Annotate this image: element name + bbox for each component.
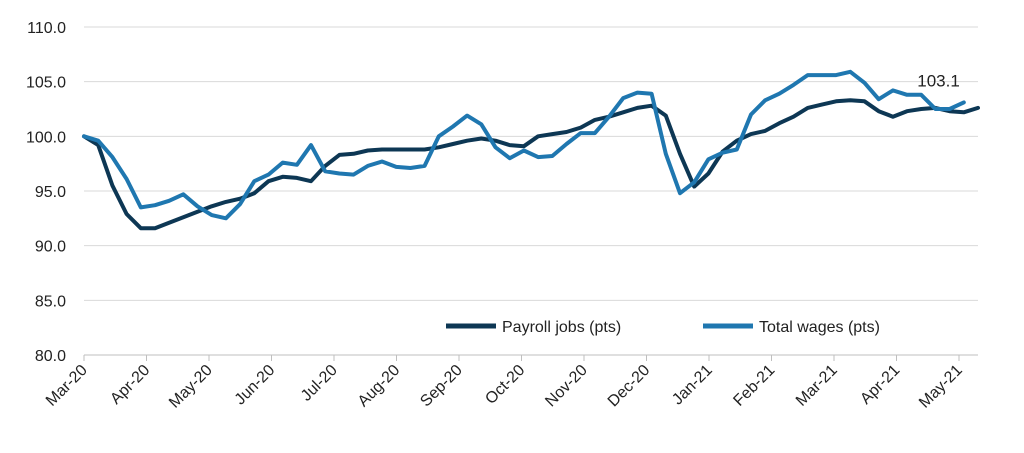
data-labels: 103.1 [917, 71, 960, 90]
series-lines [82, 69, 980, 231]
y-tick-label: 110.0 [27, 20, 66, 37]
series-line-1 [82, 69, 966, 221]
x-tick-label: May-20 [166, 362, 216, 412]
x-tick-label: Mar-21 [793, 362, 841, 410]
x-tick-label: Apr-20 [107, 362, 153, 408]
y-tick-label: 105.0 [26, 75, 66, 92]
x-tick-label: Dec-20 [605, 362, 654, 411]
legend: Payroll jobs (pts) Total wages (pts) [446, 319, 880, 336]
x-axis: Mar-20 Apr-20 May-20 Jun-20 Jul-20 Aug-20 Sep-… [43, 354, 978, 412]
y-tick-label: 90.0 [35, 239, 66, 256]
y-axis: 80.0 85.0 90.0 95.0 100.0 105.0 110.0 [26, 20, 66, 365]
x-tick-label: Jul-20 [298, 362, 341, 405]
x-tick-label: Feb-21 [730, 362, 778, 410]
x-tick-label: Oct-20 [482, 362, 528, 408]
x-tick-label: Sep-20 [417, 362, 466, 411]
legend-label-1: Total wages (pts) [759, 319, 880, 336]
x-tick-label: Aug-20 [355, 362, 404, 411]
y-tick-label: 80.0 [35, 348, 66, 365]
end-value-label: 103.1 [917, 71, 960, 90]
series-line-0 [82, 98, 980, 231]
x-tick-label: Jan-21 [669, 362, 716, 409]
x-tick-label: Jun-20 [232, 362, 279, 409]
legend-label-0: Payroll jobs (pts) [502, 319, 621, 336]
gridlines [84, 26, 978, 356]
y-tick-label: 95.0 [35, 184, 66, 201]
y-tick-label: 85.0 [35, 293, 66, 310]
y-tick-label: 100.0 [26, 129, 66, 146]
x-tick-label: May-21 [916, 362, 966, 412]
x-tick-label: Nov-20 [542, 362, 591, 411]
x-tick-label: Mar-20 [43, 362, 91, 410]
x-tick-label: Apr-21 [857, 362, 903, 408]
